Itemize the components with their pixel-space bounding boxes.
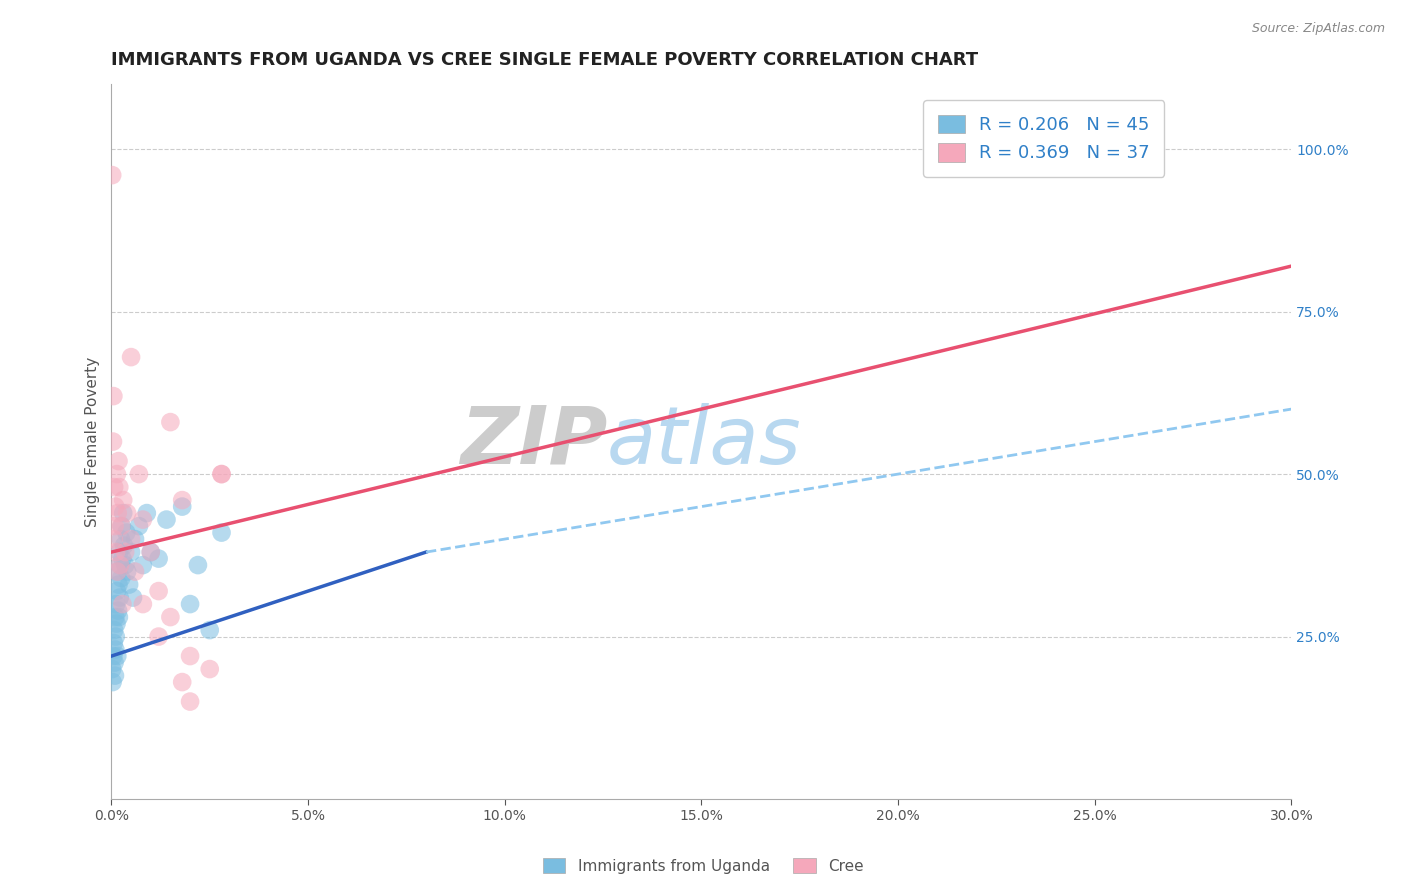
Point [103,532,125,546]
Point [107,604,129,618]
Point [111,597,134,611]
Point [108,610,131,624]
Point [110,571,132,585]
Point [179,649,201,664]
Point [124,565,146,579]
Point [132,512,155,526]
Point [115,525,138,540]
Point [187,558,209,573]
Point [101,675,124,690]
Point [103,623,125,637]
Text: Source: ZipAtlas.com: Source: ZipAtlas.com [1251,22,1385,36]
Point [132,558,155,573]
Point [103,656,125,670]
Y-axis label: Single Female Poverty: Single Female Poverty [86,357,100,526]
Legend: R = 0.206   N = 45, R = 0.369   N = 37: R = 0.206 N = 45, R = 0.369 N = 37 [924,100,1164,177]
Point [108,558,131,573]
Point [112,506,135,520]
Point [107,454,129,468]
Point [148,584,170,599]
Point [111,519,134,533]
Point [107,506,129,520]
Point [105,584,128,599]
Point [105,649,128,664]
Point [122,591,145,605]
Point [198,623,221,637]
Point [103,636,125,650]
Point [132,597,155,611]
Legend: Immigrants from Uganda, Cree: Immigrants from Uganda, Cree [537,852,869,880]
Point [211,525,233,540]
Point [112,539,135,553]
Point [110,532,132,546]
Point [120,350,142,364]
Point [148,630,170,644]
Point [108,545,131,559]
Point [159,415,181,429]
Point [103,480,125,494]
Point [112,493,135,508]
Point [110,519,132,533]
Point [105,545,128,559]
Point [124,532,146,546]
Point [148,551,170,566]
Point [107,565,129,579]
Point [104,642,127,657]
Point [115,565,138,579]
Point [101,168,124,182]
Point [104,630,127,644]
Text: atlas: atlas [607,402,801,481]
Point [159,610,181,624]
Point [104,668,127,682]
Point [101,662,124,676]
Point [179,695,201,709]
Point [104,610,127,624]
Point [105,565,128,579]
Point [179,597,201,611]
Point [103,389,125,403]
Point [114,558,136,573]
Point [128,519,150,533]
Point [108,591,131,605]
Point [211,467,233,481]
Point [120,545,142,559]
Point [103,519,125,533]
Point [108,480,131,494]
Point [139,545,162,559]
Point [120,532,142,546]
Point [172,500,194,514]
Point [211,467,233,481]
Point [101,434,124,449]
Point [115,506,138,520]
Point [107,577,129,591]
Point [128,467,150,481]
Point [172,675,194,690]
Text: ZIP: ZIP [460,402,607,481]
Point [198,662,221,676]
Point [139,545,162,559]
Point [155,512,177,526]
Point [105,616,128,631]
Point [105,597,128,611]
Point [111,551,134,566]
Point [103,649,125,664]
Point [105,467,128,481]
Point [135,506,157,520]
Text: IMMIGRANTS FROM UGANDA VS CREE SINGLE FEMALE POVERTY CORRELATION CHART: IMMIGRANTS FROM UGANDA VS CREE SINGLE FE… [111,51,979,69]
Point [108,558,131,573]
Point [172,493,194,508]
Point [104,500,127,514]
Point [118,577,141,591]
Point [114,545,136,559]
